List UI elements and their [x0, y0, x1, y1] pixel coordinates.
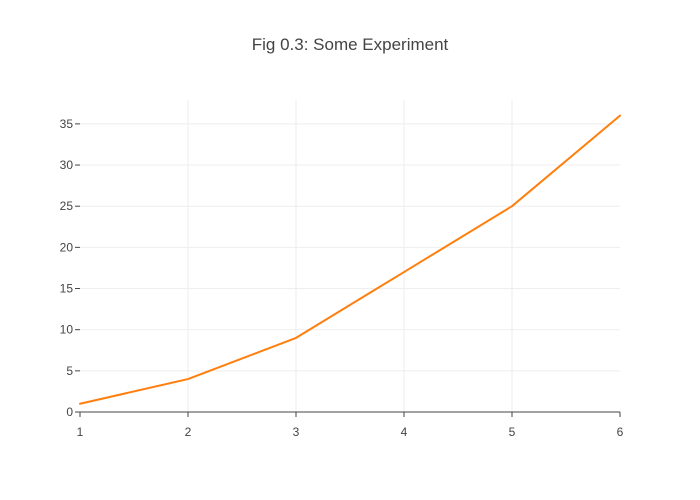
x-tick-label: 1	[77, 425, 84, 439]
x-tick-label: 5	[509, 425, 516, 439]
x-tick-label: 3	[293, 425, 300, 439]
chart-title: Fig 0.3: Some Experiment	[252, 35, 449, 54]
y-tick-label: 5	[66, 364, 73, 378]
y-tick-label: 25	[60, 199, 74, 213]
y-tick-label: 0	[66, 405, 73, 419]
series-layer	[79, 114, 621, 405]
axes: 1 2 3 4 5 6 0 5 10 15 20 25 30 35	[60, 117, 624, 439]
series-line-0	[79, 114, 621, 405]
grid	[80, 100, 620, 412]
y-tick-label: 35	[60, 117, 74, 131]
x-tick-label: 6	[617, 425, 624, 439]
y-tick-label: 30	[60, 158, 74, 172]
y-tick-label: 15	[60, 282, 74, 296]
y-tick-label: 20	[60, 240, 74, 254]
y-tick-label: 10	[60, 323, 74, 337]
x-tick-label: 4	[401, 425, 408, 439]
x-tick-label: 2	[185, 425, 192, 439]
